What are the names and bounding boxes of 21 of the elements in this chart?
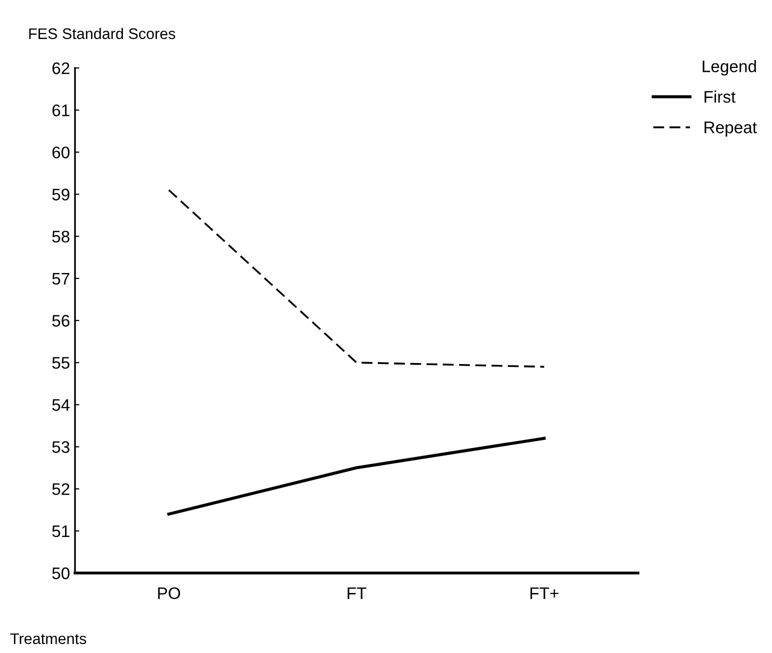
y-tick-label: 60	[52, 146, 70, 158]
x-tick-label: FT	[348, 588, 366, 599]
y-axis-title: FES Standard Scores	[29, 28, 176, 40]
legend-label: First	[704, 90, 736, 103]
y-tick-label: 58	[52, 230, 70, 243]
y-tick-label: 61	[52, 104, 70, 116]
legend-label: Repeat	[704, 122, 757, 137]
x-tick-label: PO	[158, 587, 180, 600]
legend-title: Legend	[702, 60, 756, 76]
y-tick-label: 51	[52, 525, 70, 538]
y-tick-label: 54	[52, 399, 70, 411]
y-tick-label: 55	[52, 357, 70, 369]
y-tick-label: 56	[52, 314, 70, 327]
y-tick-label: 57	[52, 272, 70, 285]
y-tick-label: 52	[52, 483, 70, 496]
y-tick-label: 62	[52, 62, 70, 74]
y-tick-label: 59	[52, 188, 70, 200]
x-axis-title: Treatments	[10, 633, 86, 644]
y-tick-label: 50	[52, 567, 70, 580]
y-tick-label: 53	[52, 441, 70, 453]
x-tick-label: FT+	[530, 588, 558, 599]
